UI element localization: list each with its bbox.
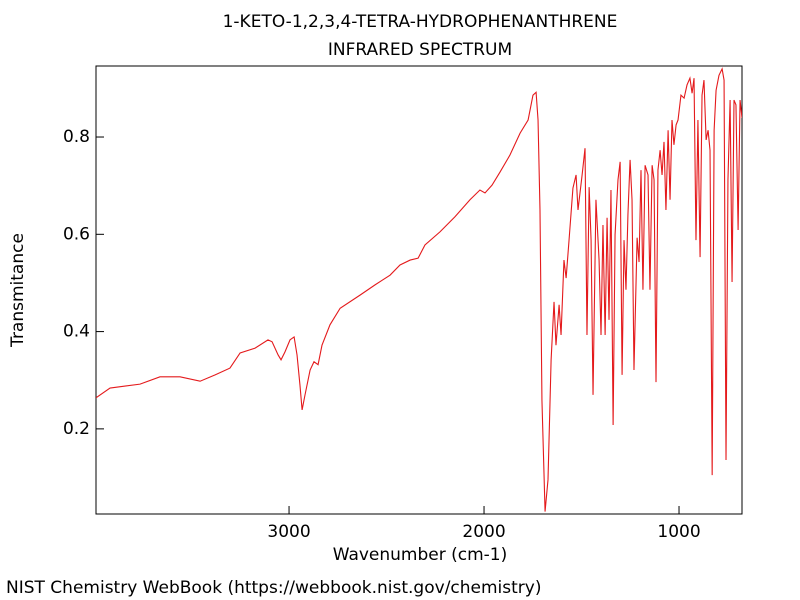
plot-frame <box>95 65 743 515</box>
y-tick-label: 0.8 <box>63 127 90 147</box>
x-tick-label: 2000 <box>462 522 505 542</box>
chart-title: 1-KETO-1,2,3,4-TETRA-HYDROPHENANTHRENE <box>223 12 618 32</box>
y-axis-label: Transmitance <box>8 233 28 348</box>
x-tick-label: 3000 <box>267 522 310 542</box>
y-tick-label: 0.6 <box>63 224 90 244</box>
x-axis-label: Wavenumber (cm-1) <box>333 545 508 565</box>
spectrum-line <box>96 67 742 512</box>
source-note: NIST Chemistry WebBook (https://webbook.… <box>6 578 541 598</box>
y-tick-label: 0.4 <box>63 322 90 342</box>
chart-subtitle: INFRARED SPECTRUM <box>328 40 512 60</box>
y-tick-label: 0.2 <box>63 419 90 439</box>
plot-layer: 3000 2000 1000 0.2 0.4 0.6 0.8 <box>63 67 742 542</box>
x-tick-label: 1000 <box>657 522 700 542</box>
